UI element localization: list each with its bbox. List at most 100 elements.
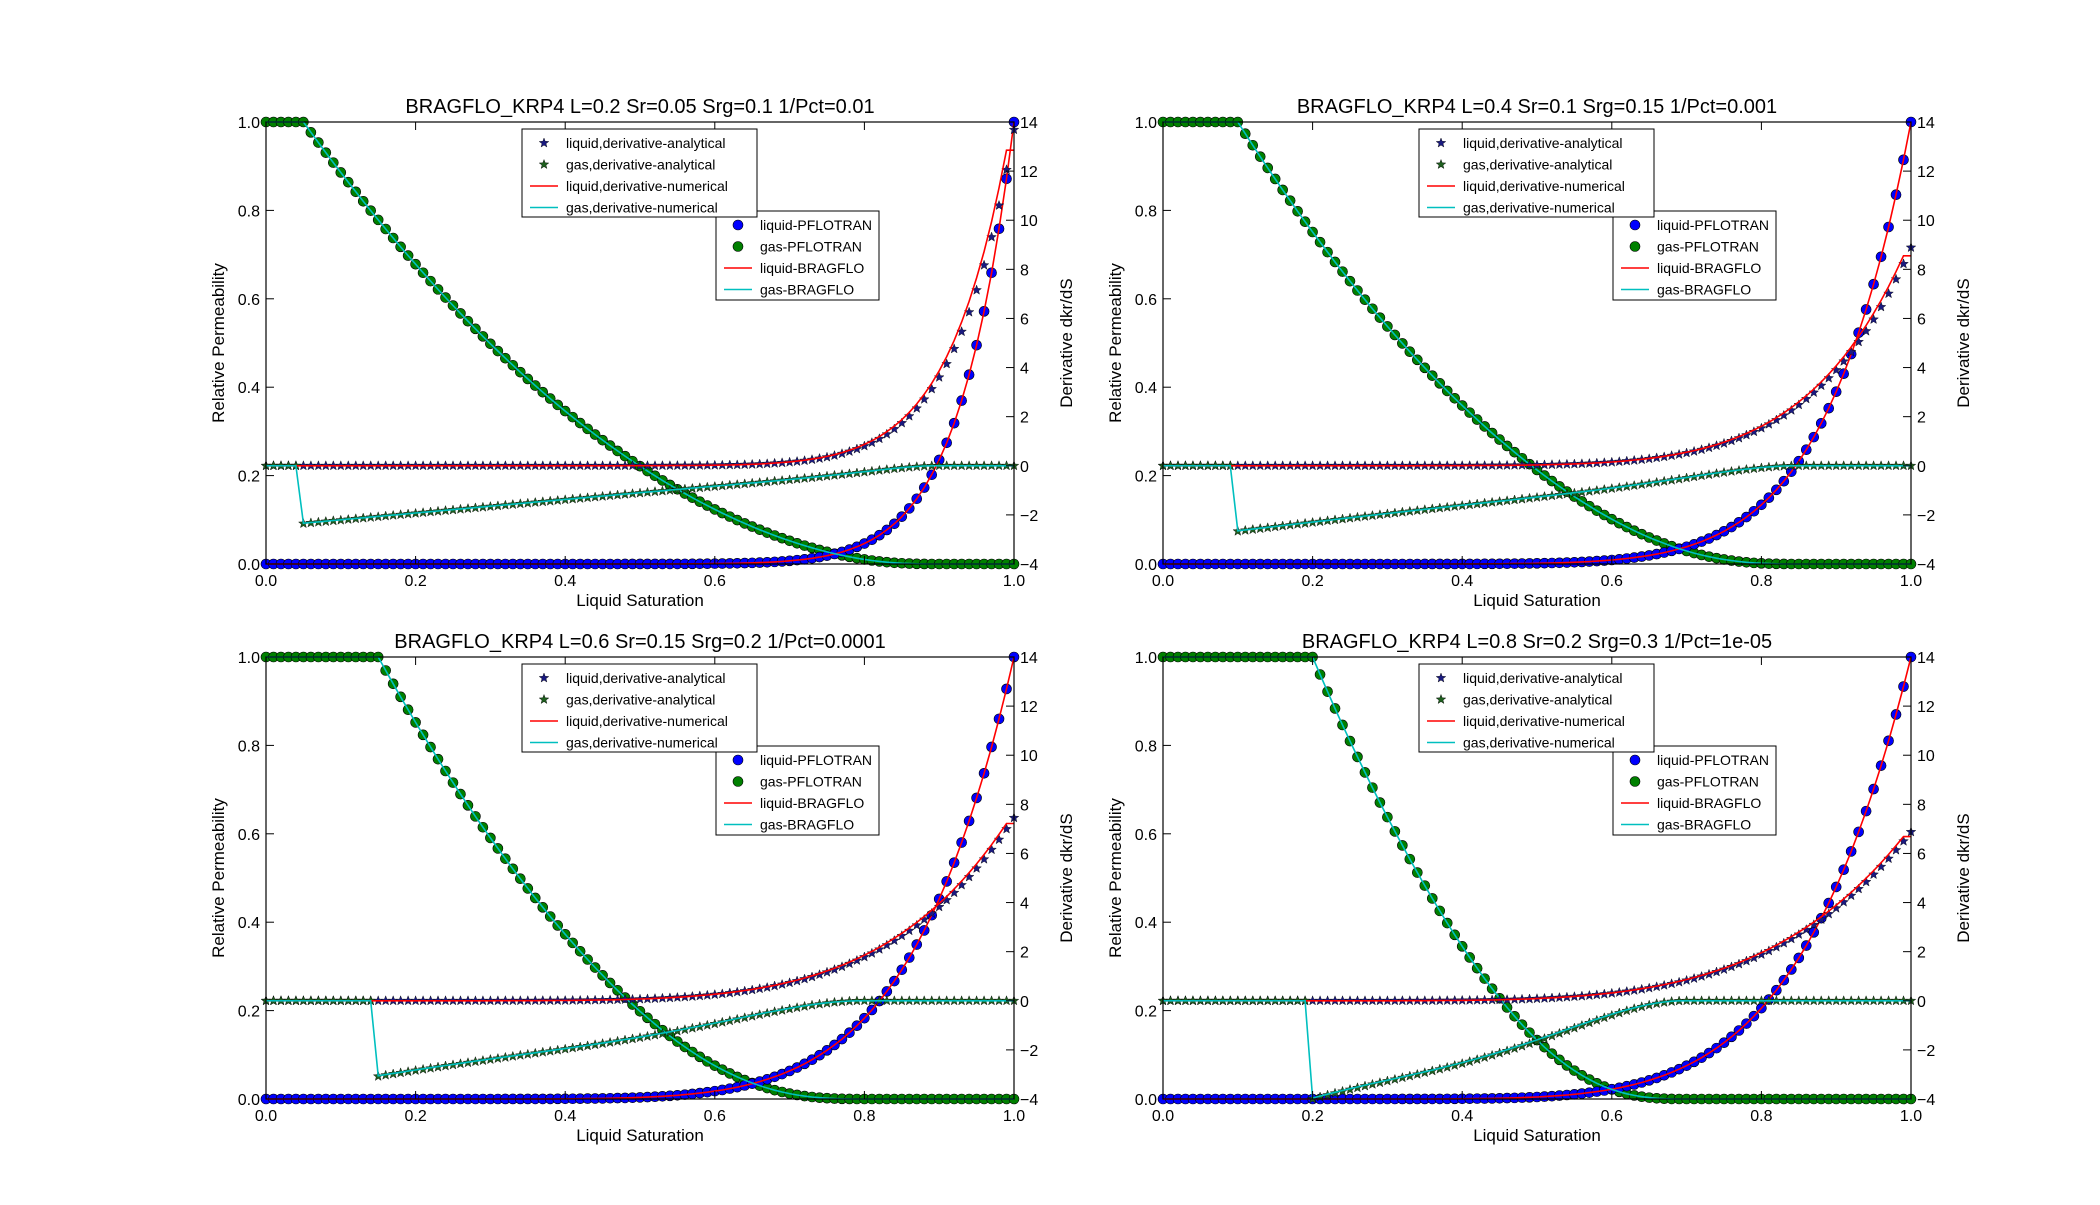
liquid-derivative-analytical-point — [829, 964, 840, 975]
legend-entry-label: gas-PFLOTRAN — [760, 774, 862, 790]
liquid-derivative-analytical-point — [874, 433, 885, 444]
chart-3: 0.0 0.2 0.4 0.6 0.8 1.00.00.20.40.60.81.0−4−2… — [209, 631, 1076, 1145]
y-right-tick-label: 4 — [1917, 896, 1926, 913]
y-right-tick-label: 6 — [1917, 311, 1926, 328]
y-tick-label: 0.6 — [1135, 827, 1157, 844]
y-right-tick-label: 4 — [1020, 896, 1029, 913]
liquid-derivative-analytical-point — [1741, 955, 1752, 966]
liquid-derivative-analytical-point — [896, 930, 908, 941]
legend-star-marker — [538, 693, 550, 704]
legend-entry-label: liquid,derivative-numerical — [566, 713, 728, 729]
liquid-derivative-numerical-line — [1163, 255, 1911, 467]
y-tick-label: 1.0 — [238, 650, 260, 667]
y-right-tick-label: 2 — [1917, 410, 1926, 427]
liquid-derivative-analytical-point — [1890, 844, 1902, 855]
legend-entry-label: liquid-BRAGFLO — [1657, 260, 1761, 276]
liquid-derivative-analytical-point — [1748, 952, 1760, 963]
liquid-derivative-analytical-point — [948, 887, 960, 898]
legend-circle-marker — [1629, 754, 1641, 766]
liquid-derivative-analytical-point — [911, 402, 923, 413]
legend-lower: liquid-PFLOTRAN gas-PFLOTRAN liquid-BRAGFL… — [1612, 210, 1777, 301]
liquid-derivative-analytical-point — [971, 862, 982, 873]
x-tick-label: 1.0 — [1003, 1108, 1025, 1125]
y-tick-label: 0.8 — [238, 203, 260, 220]
liquid-derivative-analytical-point — [911, 919, 923, 930]
x-tick-label: 0.0 — [255, 573, 277, 590]
liquid-derivative-analytical-point — [889, 423, 900, 434]
y-tick-label: 0.4 — [238, 915, 260, 932]
liquid-derivative-analytical-point — [941, 894, 952, 905]
x-tick-label: 1.0 — [1003, 573, 1025, 590]
x-tick-label: 0.4 — [1451, 573, 1473, 590]
legend-upper: liquid,derivative-analytical gas,derivati… — [521, 663, 758, 753]
y-tick-label: 0.6 — [238, 292, 260, 309]
legend-box — [1612, 745, 1777, 836]
y-tick-label: 1.0 — [238, 115, 260, 132]
legend-star-marker — [1435, 137, 1447, 148]
y-right-tick-label: −2 — [1917, 508, 1935, 525]
liquid-derivative-analytical-point — [851, 443, 863, 454]
legend-entry-label: liquid,derivative-numerical — [566, 178, 728, 194]
liquid-derivative-analytical-point — [1726, 961, 1737, 972]
gas-derivative-analytical-point — [1554, 1027, 1565, 1038]
liquid-derivative-analytical-point — [1718, 963, 1730, 975]
legend-circle-marker — [732, 776, 744, 787]
legend-lower: liquid-PFLOTRAN gas-PFLOTRAN liquid-BRAGFL… — [715, 745, 880, 836]
x-tick-label: 0.2 — [1301, 1108, 1323, 1125]
y-right-tick-label: 8 — [1917, 797, 1926, 814]
legend-upper: liquid,derivative-analytical gas,derivati… — [1418, 128, 1655, 218]
chart-title: BRAGFLO_KRP4 L=0.6 Sr=0.15 Srg=0.2 1/Pct… — [394, 631, 885, 653]
x-axis-label: Liquid Saturation — [1473, 1126, 1601, 1145]
liquid-derivative-analytical-point — [881, 939, 893, 950]
liquid-derivative-analytical-point — [1778, 937, 1790, 948]
liquid-derivative-analytical-point — [1815, 380, 1827, 391]
x-axis-label: Liquid Saturation — [576, 591, 704, 610]
chart-title: BRAGFLO_KRP4 L=0.2 Sr=0.05 Srg=0.1 1/Pct… — [405, 96, 874, 118]
y-right-axis-label: Derivative dkr/dS — [1954, 278, 1973, 407]
legend-entry-label: liquid,derivative-numerical — [1463, 178, 1625, 194]
y-tick-label: 0.2 — [1135, 1004, 1157, 1021]
liquid-derivative-analytical-point — [903, 925, 915, 936]
legend-entry-label: liquid-PFLOTRAN — [760, 752, 872, 768]
liquid-derivative-analytical-point — [1733, 432, 1745, 443]
liquid-derivative-analytical-point — [1808, 919, 1820, 930]
liquid-derivative-analytical-point — [1830, 902, 1842, 913]
liquid-derivative-analytical-point — [1838, 896, 1849, 907]
legend-entry-label: gas-BRAGFLO — [760, 817, 854, 833]
y-right-tick-label: 4 — [1917, 361, 1926, 378]
legend-entry-label: liquid-BRAGFLO — [760, 260, 864, 276]
liquid-derivative-analytical-point — [1808, 386, 1820, 398]
liquid-derivative-analytical-point — [1748, 426, 1760, 437]
y-right-tick-label: 12 — [1917, 699, 1935, 716]
liquid-derivative-analytical-point — [1726, 435, 1737, 446]
legend-entry-label: liquid-PFLOTRAN — [1657, 217, 1769, 233]
y-right-tick-label: 10 — [1020, 748, 1038, 765]
liquid-derivative-analytical-point — [1756, 948, 1767, 960]
chart-title: BRAGFLO_KRP4 L=0.8 Sr=0.2 Srg=0.3 1/Pct=… — [1302, 631, 1772, 653]
legend-lower: liquid-PFLOTRAN gas-PFLOTRAN liquid-BRAGFL… — [1612, 745, 1777, 836]
y-right-tick-label: 6 — [1020, 311, 1029, 328]
legend-entry-label: gas,derivative-analytical — [566, 157, 715, 173]
legend-entry-label: gas,derivative-analytical — [1463, 157, 1612, 173]
liquid-derivative-analytical-point — [1733, 958, 1745, 969]
y-right-tick-label: 0 — [1917, 994, 1926, 1011]
legend-star-marker — [538, 672, 550, 683]
liquid-derivative-analytical-point — [933, 901, 945, 912]
x-tick-label: 0.6 — [704, 1108, 726, 1125]
y-right-tick-label: −4 — [1917, 557, 1935, 574]
liquid-derivative-analytical-point — [1883, 853, 1894, 864]
liquid-derivative-analytical-point — [851, 954, 863, 965]
liquid-derivative-analytical-point — [1793, 928, 1805, 939]
liquid-derivative-analytical-point — [866, 947, 878, 958]
y-tick-label: 1.0 — [1135, 650, 1157, 667]
y-right-tick-label: 0 — [1917, 459, 1926, 476]
legend-entry-label: gas-PFLOTRAN — [760, 239, 862, 255]
y-axis-label: Relative Permeability — [1106, 798, 1125, 958]
y-axis-label: Relative Permeability — [209, 798, 228, 958]
liquid-derivative-analytical-point — [881, 428, 893, 439]
liquid-derivative-analytical-point — [963, 871, 975, 882]
y-right-tick-label: 0 — [1020, 459, 1029, 476]
y-tick-label: 0.0 — [1135, 1092, 1157, 1109]
liquid-derivative-analytical-point — [844, 958, 855, 969]
x-tick-label: 0.8 — [1750, 573, 1772, 590]
